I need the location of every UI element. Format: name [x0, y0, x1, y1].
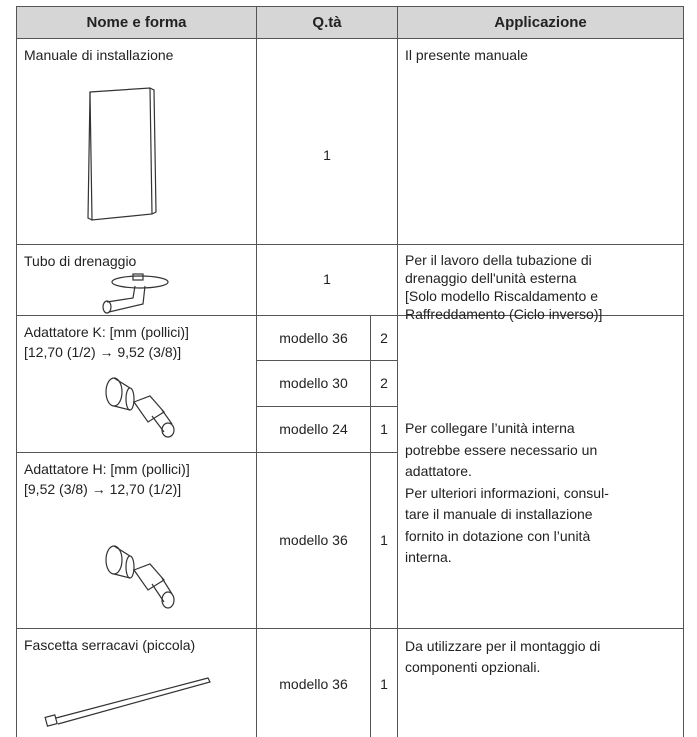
application: componenti opzionali.	[405, 659, 541, 675]
quantity: 1	[380, 421, 388, 437]
application: drenaggio dell'unità esterna	[405, 270, 577, 286]
quantity: 1	[323, 271, 331, 287]
model: modello 24	[279, 421, 348, 437]
quantity: 2	[380, 330, 388, 346]
quantity: 1	[380, 676, 388, 692]
application: Per il lavoro della tubazione di	[405, 252, 592, 268]
item-name: Adattatore K: [mm (pollici)]	[24, 324, 189, 340]
model: modello 36	[279, 676, 348, 692]
application: interna.	[405, 549, 452, 565]
drain-illustration	[102, 273, 169, 314]
application: Per collegare l’unità interna	[405, 420, 575, 436]
application: Per ulteriori informazioni, consul-	[405, 484, 609, 501]
quantity: 1	[323, 147, 331, 163]
header-cell: Applicazione	[397, 6, 684, 39]
item-name: [12,70 (1/2) → 9,52 (3/8)]	[24, 344, 182, 360]
item-name: Adattatore H: [mm (pollici)]	[24, 461, 190, 477]
cell	[397, 628, 684, 737]
header-cell: Q.tà	[256, 6, 398, 39]
item-name: Tubo di drenaggio	[24, 253, 137, 269]
model: modello 36	[279, 532, 348, 548]
application: tare il manuale di installazione	[405, 506, 593, 522]
header-cell: Nome e forma	[16, 6, 257, 39]
model: modello 30	[279, 375, 348, 391]
application: Da utilizzare per il montaggio di	[405, 638, 601, 654]
quantity: 1	[380, 532, 388, 548]
adapter-illustration	[105, 377, 175, 438]
item-name: Manuale di installazione	[24, 47, 174, 63]
adapter-illustration	[105, 545, 175, 609]
application: fornito in dotazione con l’unità	[405, 527, 591, 544]
cell	[256, 38, 398, 245]
item-name: [9,52 (3/8) → 12,70 (1/2)]	[24, 481, 182, 497]
cable-tie-illustration	[44, 677, 211, 727]
application: Il presente manuale	[405, 47, 528, 63]
application: adattatore.	[405, 463, 472, 479]
item-name: Fascetta serracavi (piccola)	[24, 637, 196, 653]
quantity: 2	[380, 375, 388, 391]
application: Raffreddamento (Ciclo inverso)]	[405, 306, 603, 322]
application: potrebbe essere necessario un	[405, 441, 598, 458]
application: [Solo modello Riscaldamento e	[405, 288, 598, 304]
manual-illustration	[87, 87, 157, 221]
model: modello 36	[279, 330, 348, 346]
cell	[397, 38, 684, 245]
